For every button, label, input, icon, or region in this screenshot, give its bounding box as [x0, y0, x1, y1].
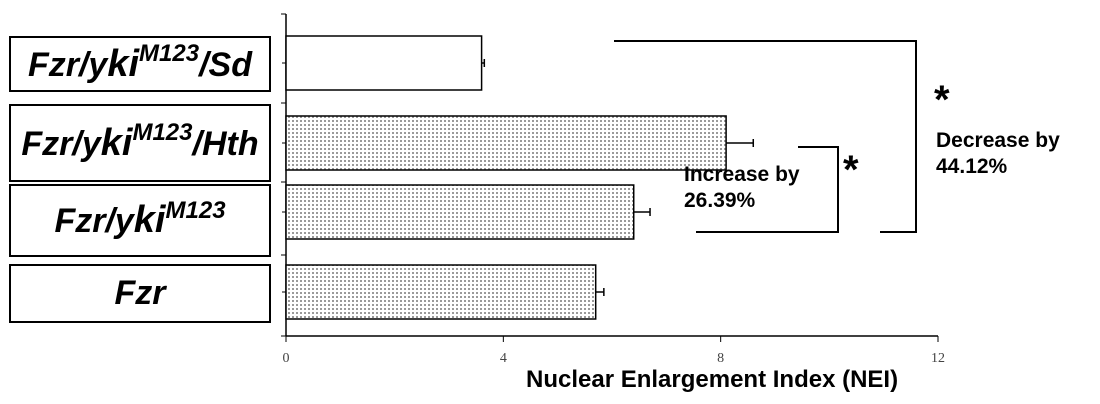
x-tick-label: 0: [283, 351, 290, 366]
category-label: Fzr/ykiM123/Hth: [21, 119, 259, 165]
decrease-line2: 44.12%: [936, 155, 1008, 178]
category-label: Fzr: [115, 274, 166, 313]
decrease-annotation: Decrease by 44.12%: [936, 128, 1060, 180]
category-label-ki: ki: [100, 121, 133, 164]
category-label-suffix: /Hth: [192, 124, 259, 163]
category-label-base: Fzr/y: [21, 124, 101, 163]
category-label-box: Fzr: [9, 264, 271, 323]
category-label-ki: ki: [107, 42, 140, 85]
category-label-base: Fzr/y: [27, 45, 108, 84]
x-tick-label: 4: [500, 351, 507, 366]
category-label-ki: ki: [133, 199, 166, 241]
x-axis-title: Nuclear Enlargement Index (NEI): [526, 366, 899, 393]
bar: [285, 115, 727, 171]
category-label-box: Fzr/ykiM123/Sd: [9, 36, 271, 92]
decrease-line1: Decrease by: [936, 129, 1060, 152]
decrease-significance-star: *: [934, 78, 950, 122]
increase-significance-star: *: [843, 148, 859, 192]
increase-line1: Increase by: [684, 163, 800, 186]
category-label-base: Fzr: [114, 274, 166, 312]
x-tick-label: 8: [717, 351, 724, 366]
increase-bracket: [696, 146, 839, 233]
category-label-box: Fzr/ykiM123: [9, 184, 271, 257]
category-label-base: Fzr/y: [54, 202, 134, 240]
category-label: Fzr/ykiM123: [54, 196, 226, 242]
category-label-sup: M123: [165, 196, 226, 224]
x-tick-label: 12: [931, 351, 945, 366]
category-label-sup: M123: [139, 40, 200, 68]
bar: [285, 35, 483, 91]
category-label-suffix: /Sd: [199, 45, 252, 84]
bar: [285, 264, 597, 320]
category-label: Fzr/ykiM123/Sd: [27, 40, 252, 86]
increase-annotation: Increase by 26.39%: [684, 162, 800, 214]
increase-line2: 26.39%: [684, 189, 756, 212]
decrease-bracket: [614, 40, 917, 233]
bar: [285, 184, 635, 240]
category-label-box: Fzr/ykiM123/Hth: [9, 104, 271, 182]
category-label-sup: M123: [132, 119, 193, 147]
